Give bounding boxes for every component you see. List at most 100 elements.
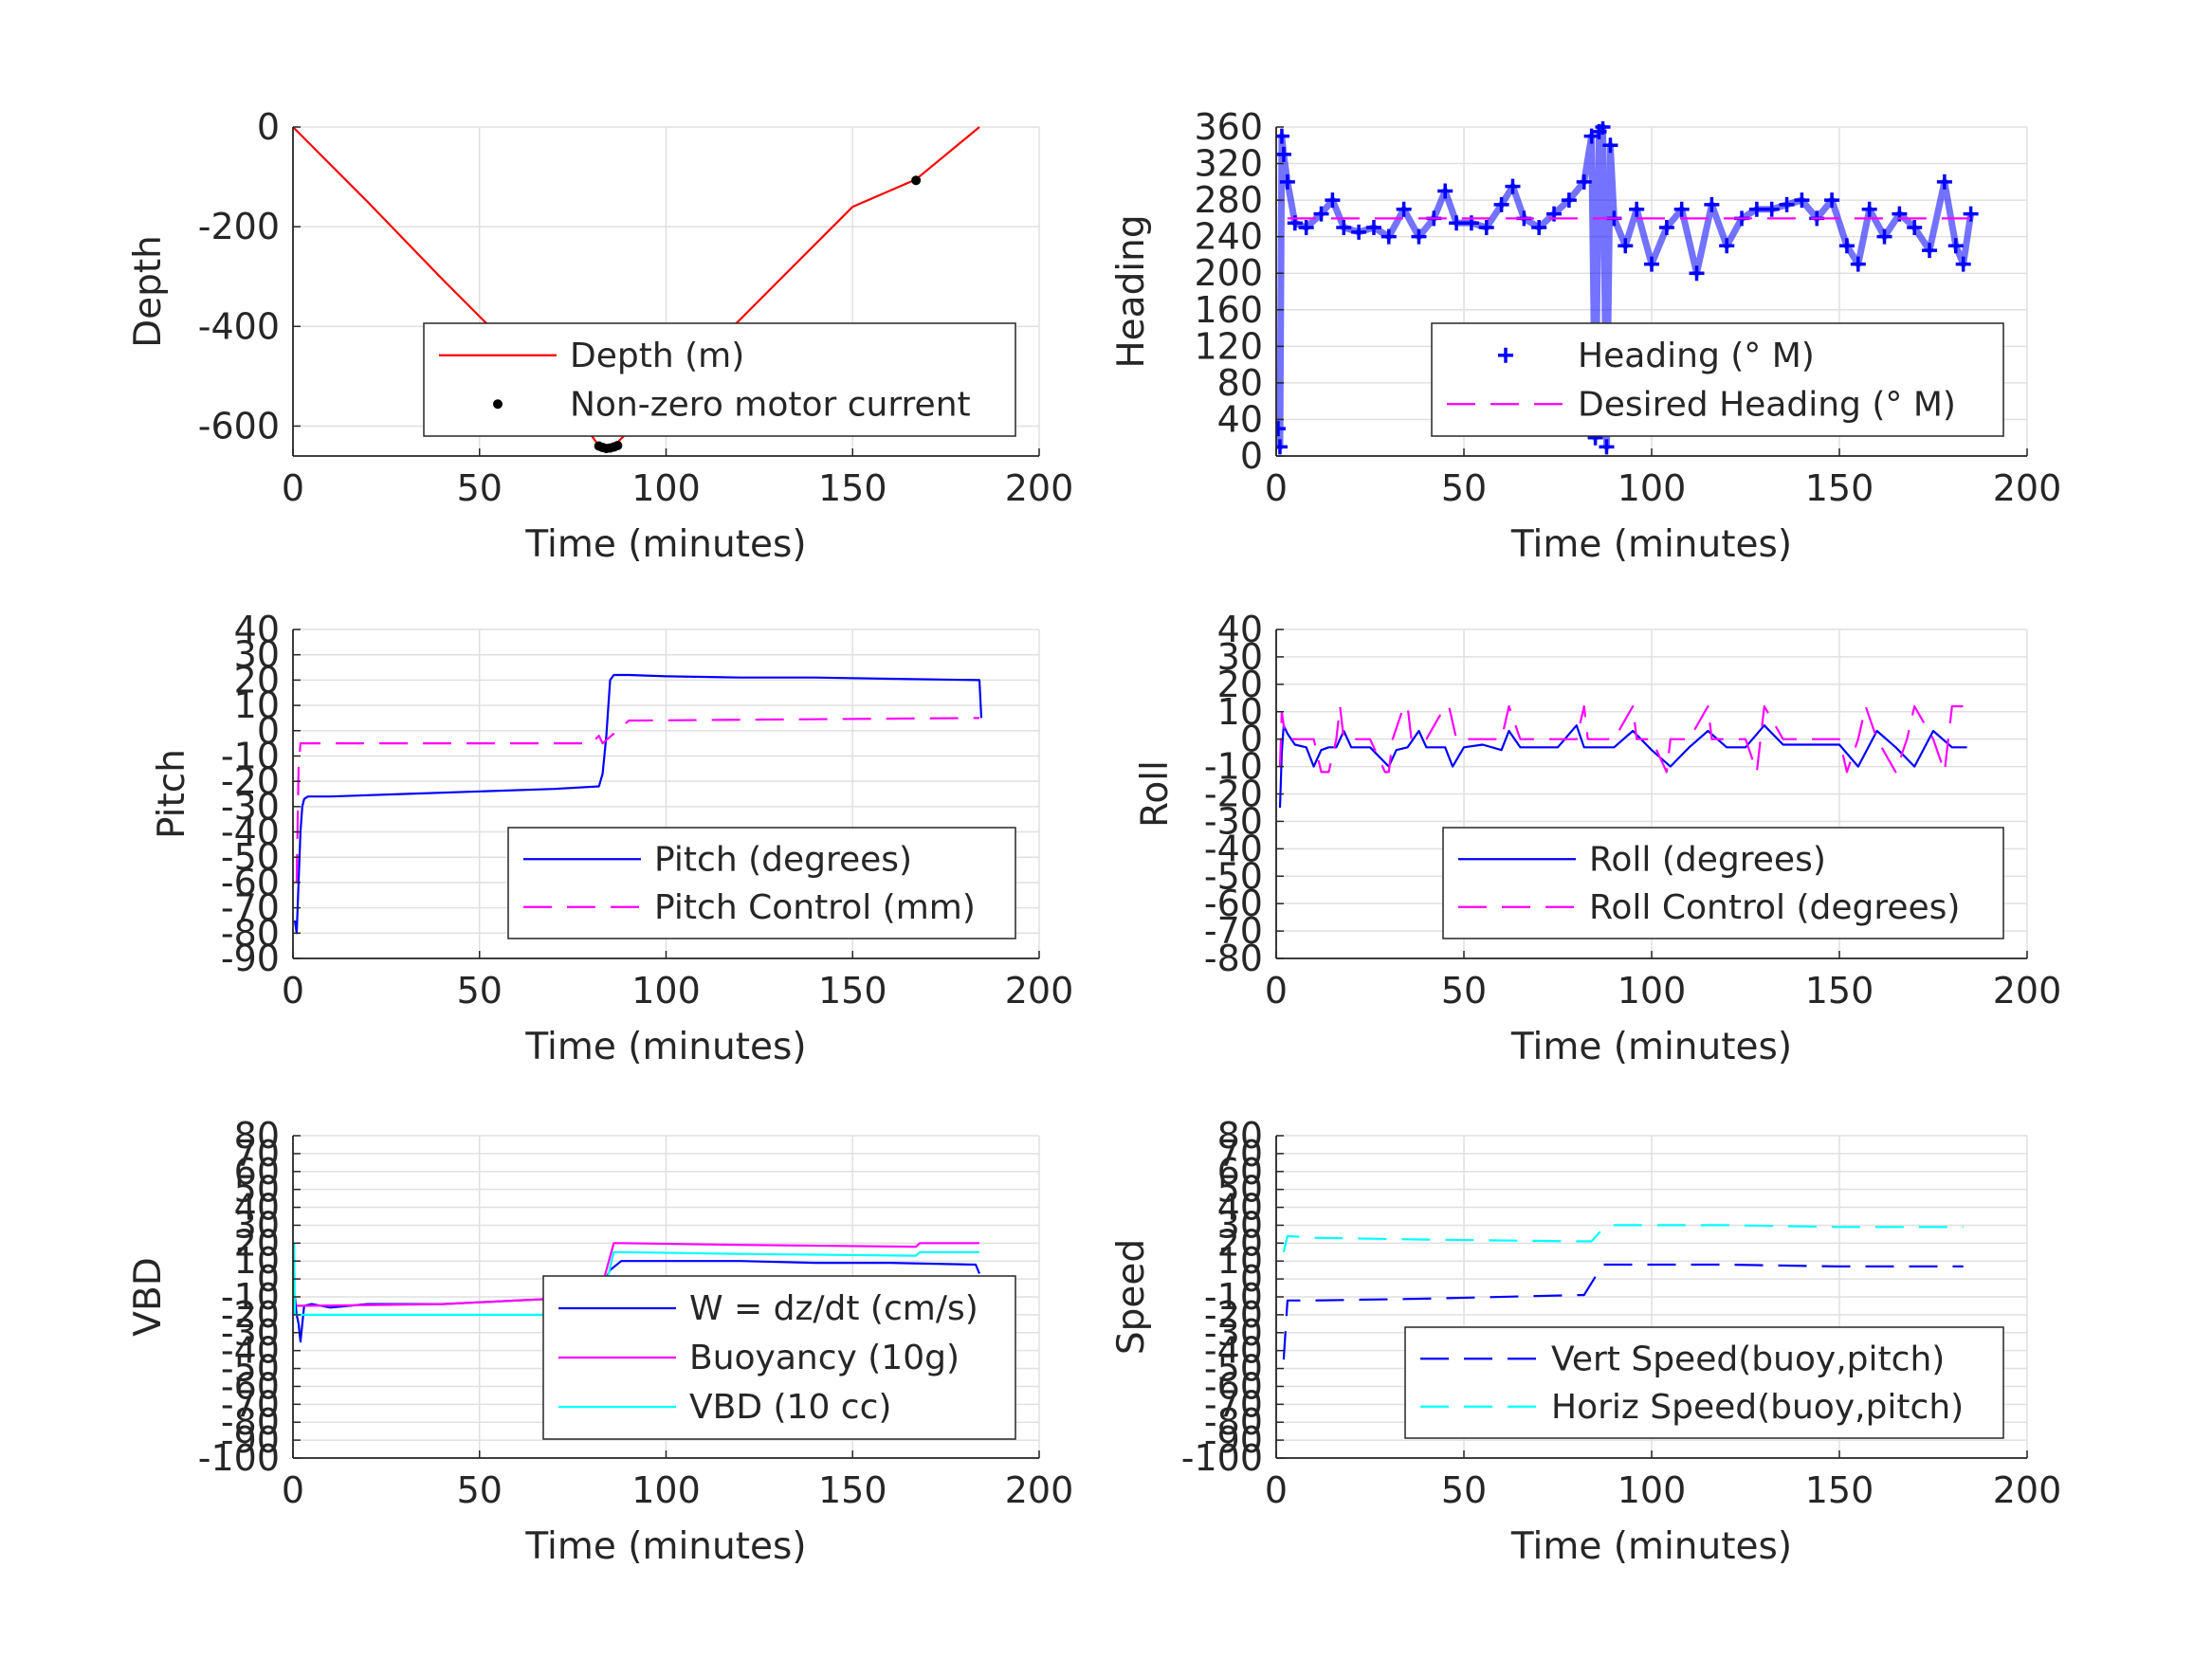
legend-label-3: VBD (10 cc) bbox=[689, 1388, 891, 1427]
plus-marker bbox=[1658, 220, 1674, 236]
x-tick-label: 50 bbox=[1441, 970, 1487, 1012]
plus-marker bbox=[1936, 173, 1952, 190]
legend-label-2: Roll Control (degrees) bbox=[1589, 888, 1960, 927]
x-tick-label: 50 bbox=[457, 1469, 503, 1511]
plus-marker bbox=[1947, 238, 1964, 254]
legend-label-2: Pitch Control (mm) bbox=[654, 888, 976, 927]
plus-marker bbox=[1493, 196, 1509, 212]
y-tick-label: 50 bbox=[234, 1169, 280, 1211]
x-tick-label: 50 bbox=[457, 467, 503, 509]
plus-marker bbox=[1351, 224, 1367, 240]
y-tick-label: 70 bbox=[1217, 1133, 1263, 1175]
legend-label-2: Horiz Speed(buoy,pitch) bbox=[1551, 1388, 1964, 1427]
x-tick-label: 200 bbox=[1005, 970, 1074, 1012]
series-group bbox=[1278, 704, 1967, 809]
plus-marker bbox=[1764, 201, 1780, 217]
plus-marker bbox=[1719, 238, 1735, 254]
y-tick-label: -10 bbox=[221, 1276, 280, 1318]
y-tick-label: -60 bbox=[221, 1365, 280, 1407]
x-tick-label: 150 bbox=[1805, 970, 1874, 1012]
y-tick-label: -70 bbox=[1204, 1383, 1263, 1425]
series-group bbox=[1282, 1224, 1964, 1360]
x-tick-label: 0 bbox=[1265, 970, 1288, 1012]
y-tick-label: -80 bbox=[221, 912, 280, 954]
chart-depth: 0 50 100 150 200 0 -200 -400 -600 Time (minutes) D… bbox=[127, 106, 1073, 566]
series-line-1 bbox=[1282, 1263, 1964, 1360]
plus-marker bbox=[1644, 256, 1659, 272]
y-tick-label: 30 bbox=[1217, 1204, 1263, 1246]
legend-box bbox=[1442, 827, 2004, 939]
plus-marker bbox=[1618, 238, 1634, 254]
x-tick-label: 150 bbox=[818, 970, 887, 1012]
y-tick-label: 0 bbox=[257, 1258, 280, 1300]
legend: Heading (° M) Desired Heading (° M) bbox=[1431, 322, 2004, 437]
plus-marker bbox=[1298, 220, 1314, 236]
y-tick-label: -400 bbox=[198, 305, 280, 347]
x-axis-label: Time (minutes) bbox=[524, 523, 806, 566]
x-tick-label: 0 bbox=[282, 1469, 304, 1511]
plus-marker bbox=[1963, 206, 1979, 222]
plus-marker bbox=[1779, 196, 1795, 212]
legend: Vert Speed(buoy,pitch) Horiz Speed(buoy,p… bbox=[1404, 1326, 2004, 1439]
y-tick-label: 40 bbox=[234, 609, 280, 650]
y-tick-label: 20 bbox=[234, 659, 280, 701]
x-tick-label: 200 bbox=[1993, 1469, 2062, 1511]
plus-marker bbox=[1861, 201, 1877, 217]
x-tick-label: 50 bbox=[1441, 467, 1487, 509]
plus-marker bbox=[1907, 220, 1923, 236]
y-tick-label: 0 bbox=[257, 710, 280, 752]
y-tick-label: -10 bbox=[1204, 1276, 1263, 1318]
series-group bbox=[293, 673, 983, 935]
series-line-1 bbox=[1278, 724, 1967, 809]
plus-marker bbox=[1876, 228, 1892, 245]
plus-marker bbox=[1576, 173, 1592, 190]
x-axis-label: Time (minutes) bbox=[1510, 1026, 1792, 1068]
legend: Depth (m) Non-zero motor current bbox=[423, 322, 1016, 437]
y-tick-label: -90 bbox=[221, 938, 280, 979]
y-tick-label: -30 bbox=[221, 786, 280, 828]
y-tick-label: -10 bbox=[221, 735, 280, 776]
plus-marker bbox=[1279, 173, 1295, 190]
y-tick-label: -20 bbox=[1204, 1294, 1263, 1336]
plus-marker bbox=[1748, 201, 1764, 217]
plus-marker bbox=[1955, 256, 1971, 272]
legend-box bbox=[507, 827, 1016, 939]
y-tick-label: 80 bbox=[1217, 1115, 1263, 1157]
y-tick-label: -70 bbox=[221, 1383, 280, 1425]
plus-marker bbox=[1411, 228, 1427, 245]
x-tick-label: 200 bbox=[1005, 467, 1074, 509]
y-tick-label: 160 bbox=[1194, 289, 1263, 331]
plus-marker bbox=[1704, 196, 1720, 212]
y-tick-label: -30 bbox=[1204, 800, 1263, 842]
legend: W = dz/dt (cm/s) Buoyancy (10g) VBD (10 cc… bbox=[542, 1275, 1016, 1440]
plus-marker bbox=[1396, 201, 1412, 217]
data-point bbox=[911, 175, 922, 186]
y-tick-label: -20 bbox=[1204, 774, 1263, 815]
x-tick-label: 0 bbox=[282, 467, 304, 509]
y-tick-label: -90 bbox=[221, 1419, 280, 1461]
y-tick-label: 10 bbox=[1217, 1240, 1263, 1282]
legend: Roll (degrees) Roll Control (degrees) bbox=[1442, 827, 2004, 939]
y-tick-label: 240 bbox=[1194, 216, 1263, 258]
y-tick-label: 50 bbox=[1217, 1169, 1263, 1211]
x-tick-label: 200 bbox=[1993, 970, 2062, 1012]
plus-marker bbox=[1380, 228, 1397, 245]
y-tick-label: -20 bbox=[221, 1294, 280, 1336]
y-tick-label: -40 bbox=[1204, 1330, 1263, 1372]
y-tick-label: -30 bbox=[1204, 1312, 1263, 1354]
plus-marker bbox=[1595, 121, 1611, 135]
y-tick-label: 30 bbox=[234, 634, 280, 676]
y-tick-label: 20 bbox=[1217, 664, 1263, 705]
y-tick-label: -50 bbox=[221, 1348, 280, 1390]
y-tick-label: 80 bbox=[234, 1115, 280, 1157]
y-tick-label: 80 bbox=[1217, 362, 1263, 404]
x-axis-label: Time (minutes) bbox=[1510, 523, 1792, 566]
y-axis-label: Pitch bbox=[151, 749, 193, 839]
plus-marker bbox=[1850, 256, 1866, 272]
series-line-1 bbox=[293, 673, 983, 935]
y-tick-label: 280 bbox=[1194, 179, 1263, 221]
x-tick-label: 0 bbox=[1265, 467, 1288, 509]
plus-marker bbox=[1276, 439, 1288, 455]
y-tick-label: -80 bbox=[221, 1401, 280, 1443]
